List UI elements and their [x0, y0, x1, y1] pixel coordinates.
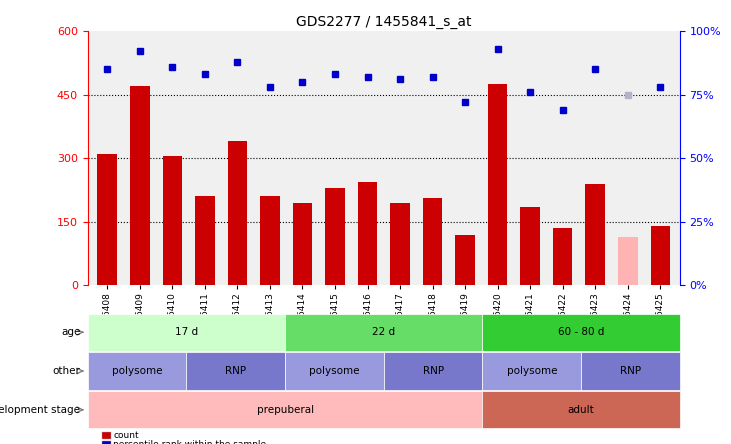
- Text: 60 - 80 d: 60 - 80 d: [558, 327, 605, 337]
- Bar: [390, 203, 410, 285]
- Bar: [357, 182, 377, 285]
- Bar: [292, 203, 312, 285]
- Bar: [520, 207, 540, 285]
- Bar: [455, 234, 475, 285]
- Text: other: other: [53, 366, 80, 376]
- Bar: [618, 237, 637, 285]
- Text: RNP: RNP: [620, 366, 641, 376]
- Text: development stage: development stage: [0, 405, 80, 415]
- Text: RNP: RNP: [423, 366, 444, 376]
- Text: RNP: RNP: [225, 366, 246, 376]
- Bar: [162, 156, 182, 285]
- Bar: [553, 228, 572, 285]
- Bar: [130, 86, 150, 285]
- Bar: [423, 198, 442, 285]
- Bar: [325, 188, 345, 285]
- Text: polysome: polysome: [112, 366, 162, 376]
- Text: 17 d: 17 d: [175, 327, 198, 337]
- Bar: [651, 226, 670, 285]
- Text: percentile rank within the sample: percentile rank within the sample: [113, 440, 266, 444]
- Bar: [488, 84, 507, 285]
- Bar: [260, 196, 280, 285]
- Bar: [227, 141, 247, 285]
- Text: prepuberal: prepuberal: [257, 405, 314, 415]
- Text: age: age: [61, 327, 80, 337]
- Bar: [195, 196, 215, 285]
- Bar: [97, 154, 117, 285]
- Text: polysome: polysome: [309, 366, 360, 376]
- Text: count: count: [113, 431, 139, 440]
- Text: adult: adult: [568, 405, 594, 415]
- Text: polysome: polysome: [507, 366, 557, 376]
- Title: GDS2277 / 1455841_s_at: GDS2277 / 1455841_s_at: [296, 15, 471, 29]
- Bar: [586, 184, 605, 285]
- Text: 22 d: 22 d: [372, 327, 395, 337]
